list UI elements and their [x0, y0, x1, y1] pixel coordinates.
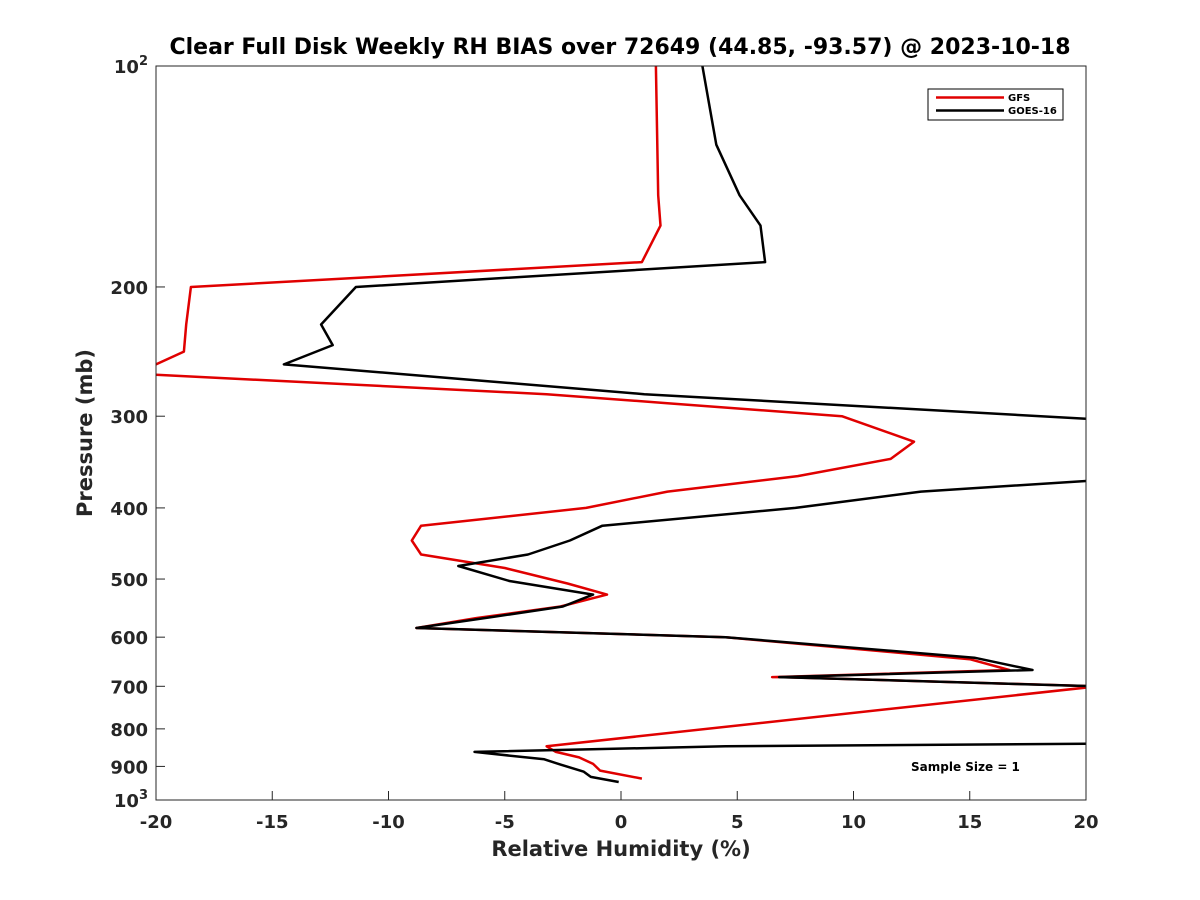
- legend-box: [927, 88, 1064, 121]
- x-tick-label: 10: [841, 812, 866, 833]
- x-axis-ticks: -20 -15 -10 -5 0 5 10 15 20: [140, 791, 1099, 833]
- y-tick-label: 700: [110, 677, 148, 698]
- y-tick-label: 300: [110, 407, 148, 428]
- x-tick-label: 5: [731, 812, 744, 833]
- y-tick-label: 600: [110, 628, 148, 649]
- y-tick-label: 200: [110, 278, 148, 299]
- x-tick-label: -5: [495, 812, 515, 833]
- x-tick-label: 20: [1073, 812, 1098, 833]
- x-tick-label: -10: [372, 812, 405, 833]
- x-tick-label: 0: [615, 812, 628, 833]
- y-tick-label: 102: [114, 54, 148, 78]
- y-tick-label: 900: [110, 757, 148, 778]
- chart-title: Clear Full Disk Weekly RH BIAS over 7264…: [169, 35, 1070, 60]
- y-tick-label: 500: [110, 570, 148, 591]
- y-axis-ticks: 102 200 300 400 500 600 700 800 900 103: [110, 54, 165, 812]
- y-tick-label: 800: [110, 720, 148, 741]
- y-tick-label: 103: [114, 788, 148, 812]
- y-axis-label: Pressure (mb): [73, 349, 97, 517]
- x-tick-label: -20: [140, 812, 173, 833]
- y-tick-label: 400: [110, 499, 148, 520]
- legend: GFS GOES-16: [927, 88, 1064, 121]
- sample-size-annotation: Sample Size = 1: [911, 760, 1020, 774]
- series-line-goes16: [282, 66, 1086, 784]
- x-tick-label: 15: [957, 812, 982, 833]
- legend-label-gfs: GFS: [1008, 93, 1030, 104]
- legend-label-goes16: GOES-16: [1008, 106, 1057, 117]
- x-tick-label: -15: [256, 812, 289, 833]
- x-axis-label: Relative Humidity (%): [491, 837, 750, 861]
- series-layer: [156, 66, 1086, 784]
